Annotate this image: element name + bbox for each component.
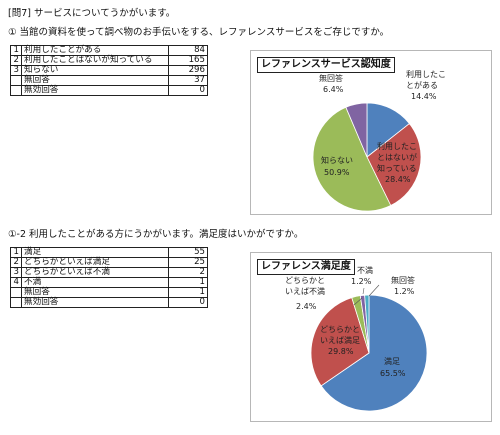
leader-line (362, 287, 365, 295)
chart-title: レファレンスサービス認知度 (257, 57, 395, 73)
row-number: 3 (10, 267, 22, 278)
leader-line (368, 284, 380, 297)
pie-slice-2 (310, 297, 370, 387)
table-row: 無回答 1 (10, 287, 208, 298)
row-value: 165 (168, 55, 208, 66)
row-number (10, 297, 22, 308)
row-label: 満足 (21, 247, 169, 258)
slice-label-3b: いえば不満 (285, 287, 325, 296)
slice-pct-4: 6.4% (323, 85, 344, 94)
slice-label-2b: いえば満足 (320, 336, 360, 345)
slice-pct-5: 1.2% (394, 287, 415, 296)
row-number: 2 (10, 257, 22, 268)
page-heading: [問7] サービスについてうかがいます。 (8, 8, 176, 19)
table-row: 無効回答 0 (10, 297, 208, 308)
row-value: 2 (168, 267, 208, 278)
row-value: 84 (168, 45, 208, 56)
slice-pct-3: 2.4% (296, 302, 317, 311)
row-number: 1 (10, 247, 22, 258)
slice-pct-2: 29.8% (328, 347, 354, 356)
slice-label-3a: どちらかと (285, 276, 325, 285)
chart-panel-awareness: レファレンスサービス認知度 利用したこ とがある 14.4% 利用したこ とはな… (250, 50, 492, 215)
table-row: 無回答 37 (10, 75, 208, 86)
q1-question: ① 当館の資料を使って調べ物のお手伝いをする、レファレンスサービスをご存じですか… (8, 27, 390, 38)
row-number (10, 287, 22, 298)
slice-pct-1: 14.4% (411, 92, 437, 101)
row-value: 37 (168, 75, 208, 86)
row-number: 4 (10, 277, 22, 288)
awareness-pie-chart: 利用したこ とがある 14.4% 利用したこ とはないが 知っている 28.4%… (312, 69, 446, 212)
row-label: どちらかといえば不満 (21, 267, 169, 278)
row-value: 296 (168, 65, 208, 76)
row-value: 0 (168, 85, 208, 96)
slice-pct-2: 28.4% (385, 175, 411, 184)
slice-pct-3: 50.9% (324, 168, 350, 177)
chart-title: レファレンス満足度 (257, 259, 355, 275)
table-row: 3 知らない 296 (10, 65, 208, 76)
slice-pct-1: 65.5% (380, 369, 406, 378)
row-number: 2 (10, 55, 22, 66)
row-label: 無効回答 (21, 85, 169, 96)
table-row: 2 利用したことはないが知っている 165 (10, 55, 208, 66)
slice-label-3: 知らない (321, 155, 353, 165)
table-row: 1 満足 55 (10, 247, 208, 258)
row-label: 無回答 (21, 75, 169, 86)
slice-label-1a: 利用したこ (406, 69, 446, 79)
row-value: 0 (168, 297, 208, 308)
pie-slice-1 (320, 294, 428, 412)
slice-pct-4: 1.2% (351, 277, 372, 286)
row-number: 1 (10, 45, 22, 56)
row-number (10, 75, 22, 86)
q1-table: 1 利用したことがある 84 2 利用したことはないが知っている 165 3 知らない 29… (10, 45, 208, 96)
satisfaction-pie-chart: 無回答 1.2% 不満 1.2% どちらかと いえば不満 2.4% どちらかと … (285, 266, 428, 412)
row-value: 1 (168, 287, 208, 298)
table-row: 2 どちらかといえば満足 25 (10, 257, 208, 268)
slice-label-2c: 知っている (377, 163, 417, 173)
slice-label-4: 無回答 (319, 73, 343, 83)
slice-label-2a: 利用したこ (377, 141, 417, 151)
row-label: 不満 (21, 277, 169, 288)
table-row: 4 不満 1 (10, 277, 208, 288)
row-label: どちらかといえば満足 (21, 257, 169, 268)
row-number: 3 (10, 65, 22, 76)
row-label: 利用したことはないが知っている (21, 55, 169, 66)
slice-label-4: 不満 (357, 266, 373, 275)
q2-question: ①-2 利用したことがある方にうかがいます。満足度はいかがですか。 (8, 229, 304, 240)
row-value: 55 (168, 247, 208, 258)
slice-label-2b: とはないが (377, 152, 417, 162)
pie-slice-5 (364, 294, 370, 354)
table-row: 無効回答 0 (10, 85, 208, 96)
slice-label-2a: どちらかと (320, 325, 360, 334)
slice-label-1b: とがある (406, 80, 438, 90)
row-label: 無回答 (21, 287, 169, 298)
chart-panel-satisfaction: レファレンス満足度 無回答 1.2% 不満 1.2% どちらかと いえば不満 2… (250, 252, 492, 422)
row-value: 1 (168, 277, 208, 288)
pie-slice-3 (312, 106, 392, 212)
slice-label-5: 無回答 (391, 275, 415, 285)
table-row: 3 どちらかといえば不満 2 (10, 267, 208, 278)
pie-slice-2 (366, 123, 422, 207)
table-row: 1 利用したことがある 84 (10, 45, 208, 56)
row-value: 25 (168, 257, 208, 268)
row-number (10, 85, 22, 96)
q2-table: 1 満足 55 2 どちらかといえば満足 25 3 どちらかといえば不満 2 4 不満 1 無回… (10, 247, 208, 308)
pie-slice-4 (345, 102, 368, 158)
leader-line (353, 297, 363, 306)
row-label: 知らない (21, 65, 169, 76)
slice-label-1: 満足 (384, 357, 400, 366)
row-label: 利用したことがある (21, 45, 169, 56)
row-label: 無効回答 (21, 297, 169, 308)
